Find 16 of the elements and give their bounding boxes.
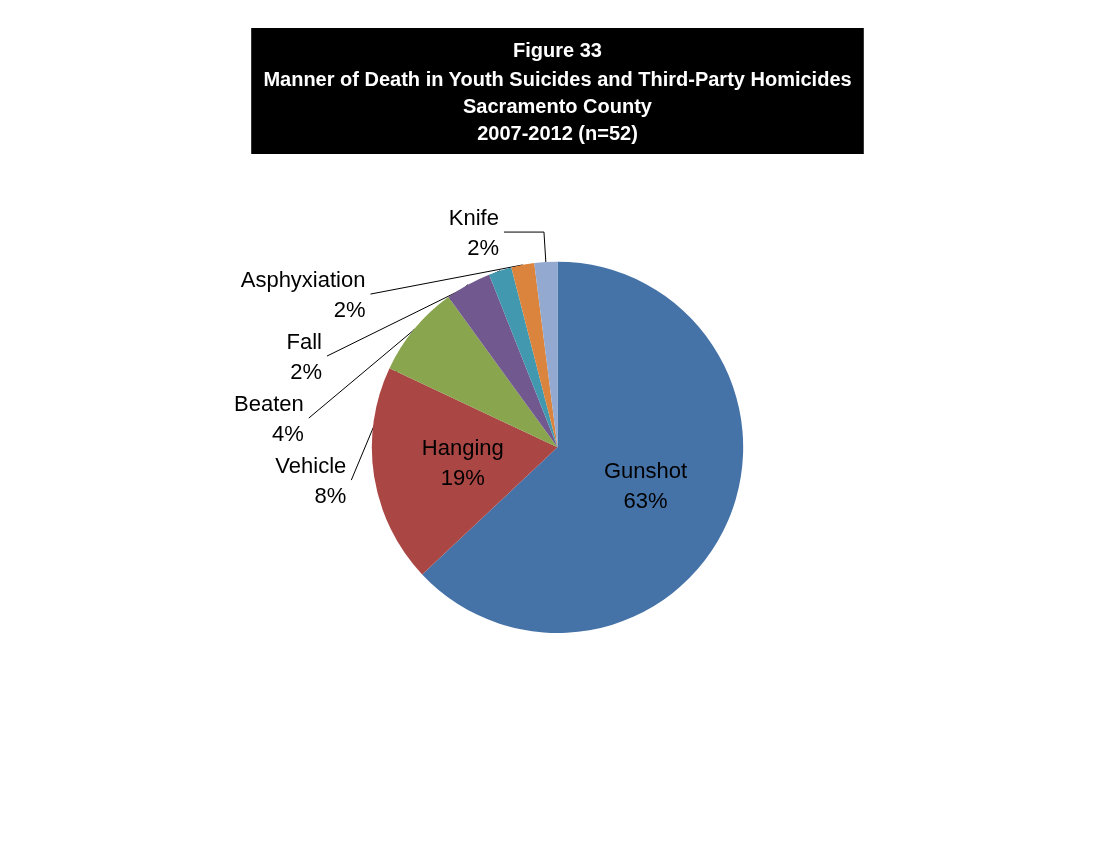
slice-label: Vehicle — [275, 452, 347, 478]
chart-subtitle: Manner of Death in Youth Suicides and Third-Party Homicides Sacramento County 2007-2012 (n=52) — [263, 67, 852, 144]
data-label: 2% — [290, 358, 322, 384]
slice-label: Beaten — [234, 390, 304, 416]
data-label: 2% — [333, 296, 366, 322]
slice-label: Fall — [286, 328, 322, 354]
slice-label: Gunshot — [603, 457, 688, 483]
data-label: 8% — [314, 482, 347, 508]
chart-title: Figure 33 — [513, 38, 602, 61]
data-label: 19% — [440, 464, 485, 490]
slice-label: Asphyxiation — [240, 266, 366, 292]
data-label: 2% — [467, 234, 499, 260]
data-label: 4% — [272, 420, 304, 446]
slice-label: Knife — [448, 204, 499, 230]
slice-label: Hanging — [421, 434, 504, 460]
data-label: 63% — [623, 487, 668, 513]
